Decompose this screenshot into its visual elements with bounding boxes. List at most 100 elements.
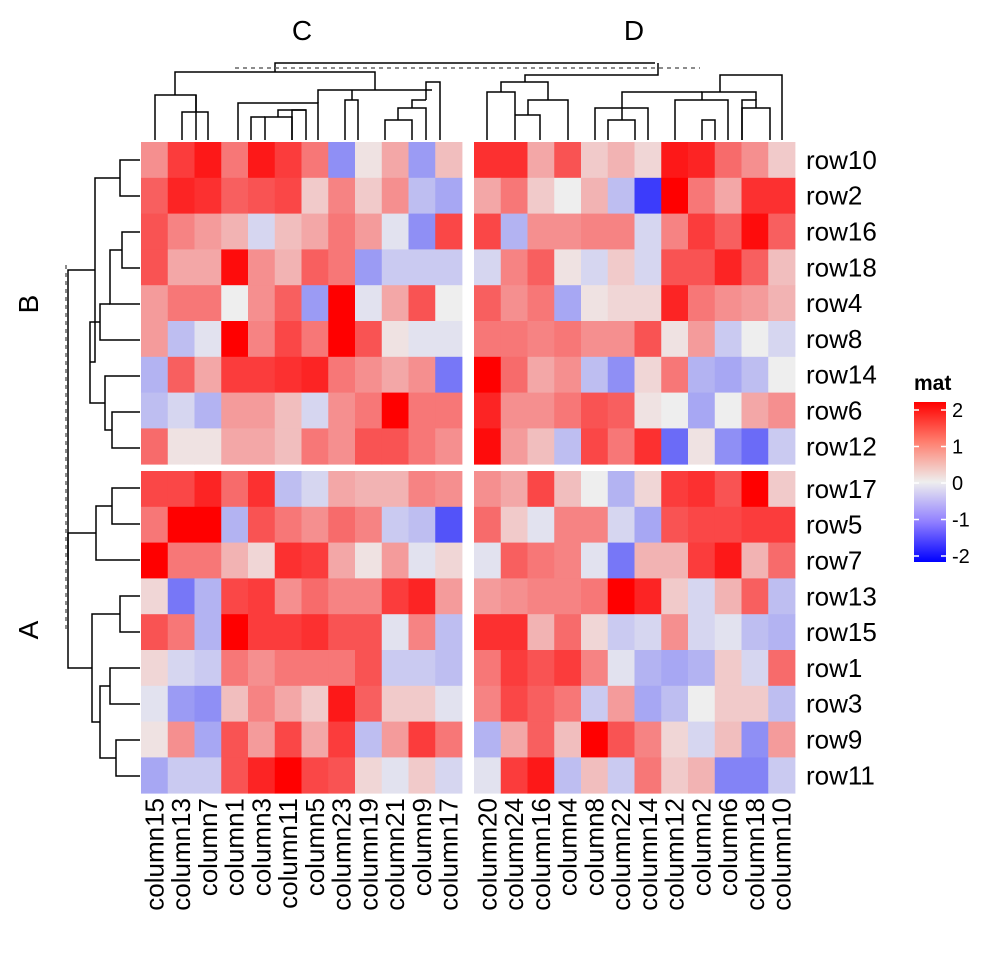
- heatmap-cell-row15-column7: [194, 614, 222, 651]
- heatmap-cell-row13-column10: [768, 578, 796, 615]
- heatmap-cell-row6-column19: [355, 392, 383, 429]
- heatmap-cell-row9-column3: [248, 721, 276, 758]
- heatmap-cell-row13-column11: [274, 578, 302, 615]
- heatmap-cell-row2-column9: [408, 177, 436, 214]
- heatmap-cell-row13-column17: [435, 578, 463, 615]
- heatmap-cell-row11-column11: [274, 757, 302, 794]
- heatmap-cell-row4-column20: [474, 285, 502, 322]
- heatmap-cell-row1-column21: [381, 650, 409, 687]
- heatmap-cell-row8-column16: [527, 321, 555, 358]
- heatmap-cell-row8-column20: [474, 321, 502, 358]
- heatmap-cell-row2-column5: [301, 177, 329, 214]
- heatmap-cell-row13-column24: [500, 578, 528, 615]
- heatmap-cell-row11-column4: [554, 757, 582, 794]
- heatmap-cell-row11-column19: [355, 757, 383, 794]
- heatmap-cell-row17-column20: [474, 471, 502, 508]
- heatmap-cell-row3-column7: [194, 685, 222, 722]
- heatmap-cell-row11-column14: [634, 757, 662, 794]
- heatmap-cell-row16-column10: [768, 213, 796, 250]
- heatmap-cell-row18-column6: [714, 249, 742, 286]
- heatmap-cell-row17-column13: [167, 471, 195, 508]
- heatmap-cell-row15-column20: [474, 614, 502, 651]
- heatmap-cell-row10-column22: [607, 142, 635, 179]
- heatmap-cell-row12-column4: [554, 428, 582, 465]
- heatmap-cell-row9-column2: [688, 721, 716, 758]
- heatmap-cell-row9-column4: [554, 721, 582, 758]
- heatmap-cell-row7-column7: [194, 542, 222, 579]
- heatmap-cell-row3-column2: [688, 685, 716, 722]
- heatmap-cell-row6-column7: [194, 392, 222, 429]
- heatmap-cell-row3-column6: [714, 685, 742, 722]
- heatmap-cell-row4-column3: [248, 285, 276, 322]
- heatmap-cell-row17-column3: [248, 471, 276, 508]
- heatmap-cell-row7-column13: [167, 542, 195, 579]
- heatmap-cell-row17-column4: [554, 471, 582, 508]
- heatmap-cell-row12-column9: [408, 428, 436, 465]
- heatmap-cell-row11-column21: [381, 757, 409, 794]
- heatmap-cell-row14-column12: [661, 356, 689, 393]
- row-label-row10: row10: [806, 145, 877, 175]
- heatmap-cell-row17-column1: [221, 471, 249, 508]
- heatmap-cell-row7-column16: [527, 542, 555, 579]
- heatmap-cell-row16-column18: [741, 213, 769, 250]
- heatmap-cell-row13-column16: [527, 578, 555, 615]
- column-label-column10: column10: [767, 798, 797, 911]
- heatmap-cell-row6-column9: [408, 392, 436, 429]
- heatmap-cell-row16-column13: [167, 213, 195, 250]
- heatmap-cell-row2-column4: [554, 177, 582, 214]
- heatmap-cell-row5-column18: [741, 506, 769, 543]
- heatmap-cell-row5-column6: [714, 506, 742, 543]
- row-label-row3: row3: [806, 689, 862, 719]
- heatmap-cell-row7-column4: [554, 542, 582, 579]
- heatmap-cell-row13-column21: [381, 578, 409, 615]
- legend-tick-label: 2: [952, 400, 963, 422]
- heatmap-cell-row6-column12: [661, 392, 689, 429]
- heatmap-cell-row11-column2: [688, 757, 716, 794]
- heatmap-cell-row14-column14: [634, 356, 662, 393]
- heatmap-cell-row12-column10: [768, 428, 796, 465]
- heatmap-cell-row7-column5: [301, 542, 329, 579]
- heatmap-cell-row1-column13: [167, 650, 195, 687]
- heatmap-cell-row10-column21: [381, 142, 409, 179]
- heatmap-cell-row10-column24: [500, 142, 528, 179]
- heatmap-cell-row12-column7: [194, 428, 222, 465]
- heatmap-cell-row4-column16: [527, 285, 555, 322]
- heatmap-cell-row4-column9: [408, 285, 436, 322]
- heatmap-cell-row17-column6: [714, 471, 742, 508]
- heatmap-cell-row3-column24: [500, 685, 528, 722]
- heatmap-cell-row8-column18: [741, 321, 769, 358]
- heatmap-cell-row16-column21: [381, 213, 409, 250]
- heatmap-cell-row17-column8: [581, 471, 609, 508]
- heatmap-cell-row3-column3: [248, 685, 276, 722]
- heatmap-cell-row17-column5: [301, 471, 329, 508]
- heatmap-cell-row3-column17: [435, 685, 463, 722]
- heatmap-cell-row4-column21: [381, 285, 409, 322]
- heatmap-cell-row6-column17: [435, 392, 463, 429]
- legend-tick-label: 0: [952, 473, 963, 495]
- heatmap-cell-row4-column12: [661, 285, 689, 322]
- heatmap-cell-row8-column8: [581, 321, 609, 358]
- heatmap-cell-row17-column17: [435, 471, 463, 508]
- heatmap-cell-row5-column9: [408, 506, 436, 543]
- heatmap-cell-row5-column13: [167, 506, 195, 543]
- heatmap-cell-row9-column17: [435, 721, 463, 758]
- heatmap-cell-row2-column2: [688, 177, 716, 214]
- heatmap-cell-row2-column22: [607, 177, 635, 214]
- column-label-column16: column16: [526, 798, 556, 911]
- heatmap-cell-row3-column23: [328, 685, 356, 722]
- heatmap-cell-row10-column16: [527, 142, 555, 179]
- heatmap-cell-row2-column19: [355, 177, 383, 214]
- heatmap-cell-row7-column20: [474, 542, 502, 579]
- row-label-row18: row18: [806, 252, 877, 282]
- heatmap-cell-row16-column16: [527, 213, 555, 250]
- heatmap-cell-row8-column15: [141, 321, 169, 358]
- heatmap-cell-row11-column20: [474, 757, 502, 794]
- heatmap-cell-row10-column17: [435, 142, 463, 179]
- column-label-column3: column3: [246, 798, 276, 896]
- heatmap-cell-row12-column1: [221, 428, 249, 465]
- heatmap-cell-row5-column19: [355, 506, 383, 543]
- row-label-row7: row7: [806, 546, 862, 576]
- heatmap-cell-row12-column21: [381, 428, 409, 465]
- heatmap-cell-row17-column7: [194, 471, 222, 508]
- heatmap-cell-row1-column14: [634, 650, 662, 687]
